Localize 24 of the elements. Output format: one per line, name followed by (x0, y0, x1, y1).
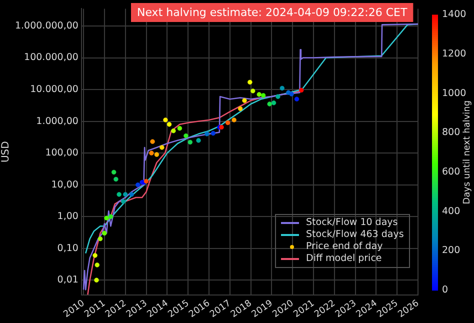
y-tick-label: 10,00 (51, 179, 78, 190)
color-bar-label: 1200 (442, 48, 466, 60)
color-bar-label: 1400 (442, 9, 466, 20)
color-bar-title: Days until next halving (462, 100, 472, 204)
y-tick-label: 1.000.000,00 (14, 20, 78, 32)
color-bar-label: 400 (442, 206, 460, 217)
y-tick-label: 10.000,00 (30, 84, 78, 95)
y-axis-title: USD (0, 140, 12, 163)
y-tick-label: 100.000,00 (24, 52, 78, 64)
color-bar-label: 600 (442, 166, 460, 178)
color-bar-label: 0 (442, 284, 448, 296)
y-tick-label: 1.000,00 (36, 116, 78, 127)
color-bar-label: 800 (442, 127, 460, 138)
legend-label: Stock/Flow 10 days (306, 217, 398, 230)
color-bar-label: 1000 (442, 88, 466, 99)
legend-label: Stock/Flow 463 days (306, 229, 404, 242)
y-tick-label: 100,00 (45, 148, 78, 159)
y-tick-label: 1,00 (57, 211, 78, 222)
y-tick-label: 0,10 (57, 242, 78, 254)
color-bar-label: 200 (442, 245, 460, 256)
y-tick-label: 0,01 (57, 274, 78, 286)
annotation: Next halving estimate: 2024-04-09 09:22:26 CET (137, 6, 408, 19)
legend-label: Diff model price (306, 253, 382, 266)
legend-label: Price end of day (306, 241, 383, 254)
